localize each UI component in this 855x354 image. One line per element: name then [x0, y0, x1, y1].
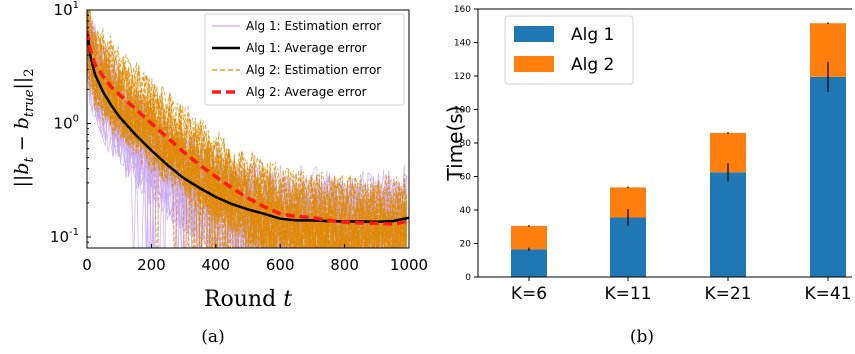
- panel-a-caption: (a): [201, 327, 224, 347]
- panel-b-ytick-label: 0: [465, 273, 471, 283]
- panel-a-xtick-label: 400: [201, 256, 230, 274]
- svg-text:||bt − btrue||2: ||bt − btrue||2: [11, 69, 37, 188]
- panel-b-xtick-label: K=21: [704, 284, 751, 304]
- bar-alg1-K=21: [710, 172, 746, 277]
- panel-b-ytick-label: 140: [454, 39, 471, 49]
- panel-b-caption: (b): [630, 327, 654, 347]
- legend-a-label-1: Alg 1: Average error: [246, 41, 367, 55]
- bar-alg1-K=41: [810, 76, 846, 278]
- legend-b-swatch-0: [514, 26, 554, 42]
- legend-a-label-2: Alg 2: Estimation error: [246, 63, 381, 77]
- panel-b-ylabel: Time(s): [443, 106, 467, 182]
- panel-b-ytick-label: 20: [460, 240, 472, 250]
- alg2-estimation-run-33: [87, 50, 408, 248]
- alg2-estimation-run-30: [89, 10, 407, 248]
- panel-a-xtick-label: 800: [330, 256, 359, 274]
- alg2-average-line: [87, 30, 409, 226]
- panel-a-ytick-label: 10-1: [50, 227, 79, 246]
- alg1-estimation-run-17: [87, 50, 408, 248]
- alg2-estimation-run-27: [87, 18, 408, 248]
- panel-b-xtick-label: K=41: [804, 284, 851, 304]
- panel-a-legend: Alg 1: Estimation error Alg 1: Average e…: [204, 13, 405, 106]
- panel-b-legend: Alg 1 Alg 2: [504, 15, 634, 85]
- bar-alg2-K=6: [511, 225, 547, 250]
- panel-a-xtick-label: 0: [82, 256, 92, 274]
- alg2-estimation-run-37: [87, 40, 408, 248]
- panel-a-line-chart: 0 200 400 600 800 1000 101 100 10-1 ||bt − btrue…: [11, 0, 428, 347]
- panel-b-ytick-label: 80: [460, 139, 472, 149]
- panel-b-ytick-label: 60: [460, 173, 472, 183]
- alg2-estimation-run-1: [87, 39, 407, 248]
- panel-a-xlabel: Round t: [204, 287, 292, 312]
- alg2-estimation-run-35: [87, 36, 408, 248]
- alg1-estimation-run-9: [87, 65, 398, 248]
- panel-a-ylabel: ||bt − btrue||2: [11, 69, 37, 188]
- alg2-estimation-run-34: [87, 10, 408, 248]
- panel-b-bar-chart: K=6 K=11 K=21 K=41 0 20 40 60 80 100 120 140 160 Tim…: [443, 5, 852, 347]
- panel-b-xtick-label: K=6: [511, 284, 547, 304]
- panel-b-ytick-label: 160: [454, 5, 471, 15]
- legend-b-label-0: Alg 1: [571, 25, 614, 45]
- panel-b-xtick-label: K=11: [604, 284, 651, 304]
- panel-b-ytick-label: 100: [454, 106, 471, 116]
- legend-b-label-1: Alg 2: [571, 55, 614, 75]
- bar-alg1-K=11: [610, 217, 646, 277]
- panel-b-ytick-label: 40: [460, 206, 472, 216]
- panel-a-xtick-label: 1000: [390, 256, 428, 274]
- panel-b-ytick-label: 120: [454, 72, 471, 82]
- panel-a-ytick-label: 101: [54, 0, 79, 19]
- panel-a-xtick-label: 600: [266, 256, 295, 274]
- alg2-estimation-run-36: [87, 10, 408, 248]
- legend-b-swatch-1: [514, 56, 554, 72]
- panel-a-xtick-label: 200: [137, 256, 166, 274]
- legend-a-label-3: Alg 2: Average error: [246, 85, 367, 99]
- panel-a-ytick-label: 100: [54, 114, 79, 133]
- bar-alg1-K=6: [511, 249, 547, 277]
- legend-a-label-0: Alg 1: Estimation error: [246, 19, 381, 33]
